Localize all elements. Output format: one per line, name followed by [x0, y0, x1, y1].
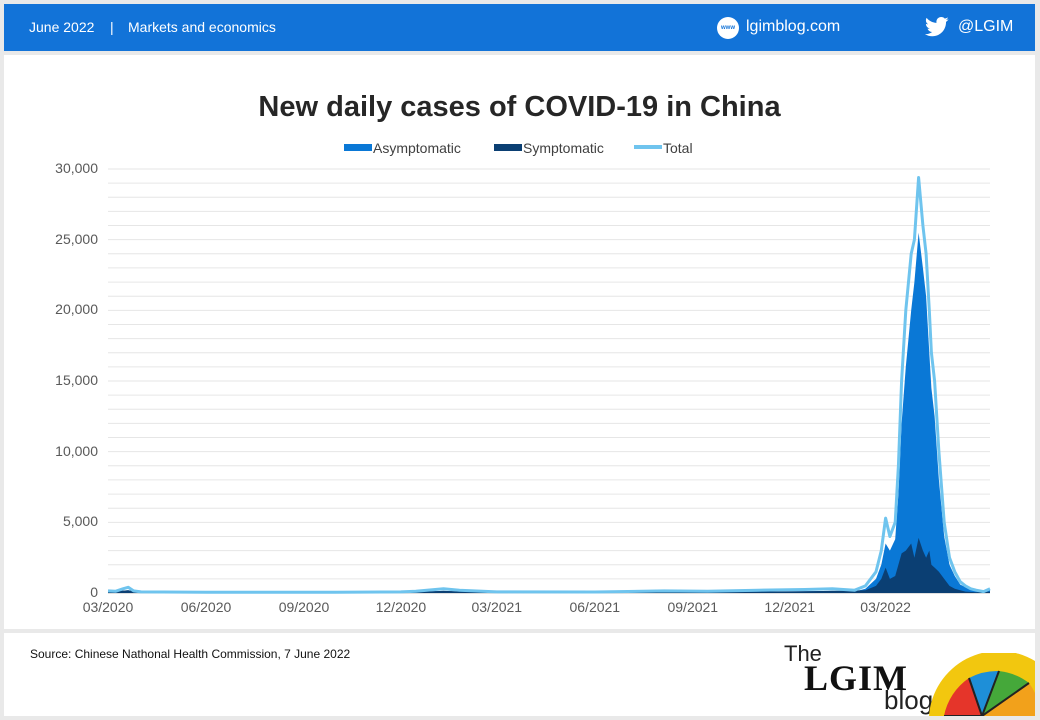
series-asymptomatic-area	[108, 232, 990, 593]
y-tick-label: 5,000	[62, 513, 98, 530]
globe-icon: www	[717, 17, 739, 39]
x-tick-label: 09/2021	[667, 599, 719, 615]
y-tick-label: 25,000	[55, 230, 98, 247]
series-total-line	[107, 176, 991, 594]
x-tick-label: 06/2020	[180, 599, 232, 615]
legend-swatch	[494, 144, 522, 151]
legend-swatch	[634, 145, 662, 149]
y-tick-label: 0	[90, 584, 98, 600]
logo-lgim: LGIM	[804, 658, 909, 698]
x-tick-label: 03/2022	[860, 599, 911, 615]
legend-label: Symptomatic	[523, 140, 604, 156]
y-tick-label: 20,000	[55, 301, 98, 318]
publish-date: June 2022	[29, 19, 95, 35]
y-tick-label: 30,000	[55, 160, 98, 176]
y-tick-label: 15,000	[55, 372, 98, 388]
x-tick-label: 03/2020	[82, 599, 134, 615]
category-link[interactable]: Markets and economics	[128, 19, 276, 35]
chart-title: New daily cases of COVID-19 in China	[258, 91, 781, 123]
x-tick-label: 03/2021	[471, 599, 523, 615]
header-separator: |	[110, 19, 114, 35]
x-tick-label: 09/2020	[278, 599, 330, 615]
source-note: Source: Chinese Nathonal Health Commissi…	[30, 647, 351, 661]
website-link[interactable]: lgimblog.com	[746, 18, 841, 35]
series-symptomatic-area	[108, 537, 990, 593]
chart-card: New daily cases of COVID-19 in China Asy…	[4, 55, 1035, 629]
logo-blog: blog	[884, 685, 934, 715]
footer-bar: Source: Chinese Nathonal Health Commissi…	[4, 633, 1035, 716]
plot-area	[107, 168, 991, 594]
twitter-handle[interactable]: @LGIM	[958, 18, 1014, 35]
y-tick-label: 10,000	[55, 442, 98, 459]
legend-label: Asymptomatic	[373, 140, 461, 156]
legend-label: Total	[663, 140, 693, 156]
header-bar: June 2022 | Markets and economics www lg…	[4, 4, 1035, 51]
umbrella-logo-icon	[929, 653, 1035, 716]
x-tick-label: 06/2021	[569, 599, 621, 615]
x-tick-label: 12/2020	[375, 599, 427, 615]
x-tick-label: 12/2021	[764, 599, 816, 615]
logo-the: The	[784, 641, 822, 666]
legend-swatch	[344, 144, 372, 151]
twitter-icon[interactable]	[925, 16, 949, 38]
